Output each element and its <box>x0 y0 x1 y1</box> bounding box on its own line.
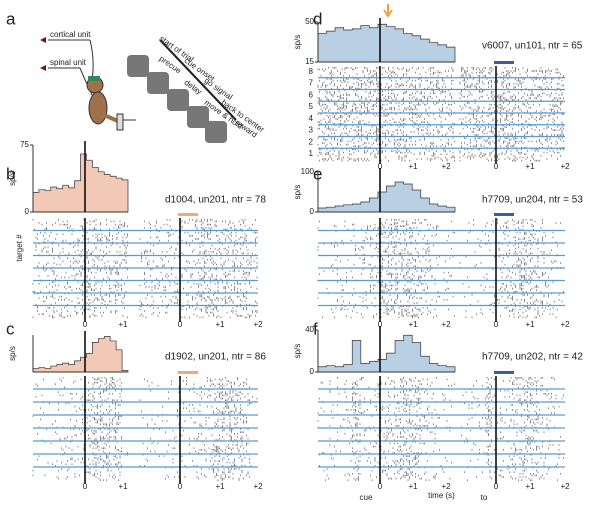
x-tick-label: +2 <box>441 482 451 491</box>
y-tick-label: 0 <box>310 367 315 376</box>
x-tick-label: 0 <box>494 482 499 491</box>
x-tick-label: 0 <box>494 162 499 171</box>
task-screens <box>127 39 237 143</box>
go-marker <box>494 213 514 216</box>
target-number: 4 <box>309 114 314 123</box>
go-marker <box>178 213 198 216</box>
panel-letter: b <box>6 164 15 183</box>
histogram <box>32 153 129 213</box>
x-tick-label: +1 <box>408 320 418 329</box>
x-tick-label: +1 <box>215 482 225 491</box>
y-tick-label: 0 <box>310 207 315 216</box>
histogram <box>32 336 129 373</box>
x-tick-label: +1 <box>118 320 128 329</box>
target-number: 3 <box>309 126 314 135</box>
spike-raster <box>32 219 128 319</box>
x-tick-label: +1 <box>408 482 418 491</box>
target-number: 6 <box>309 90 314 99</box>
unit-info: d1902, un201, ntr = 86 <box>165 352 266 363</box>
event-label: cue <box>360 493 373 502</box>
spike-raster <box>139 377 258 481</box>
histogram <box>317 181 456 213</box>
x-tick-label: +1 <box>525 482 535 491</box>
histogram <box>317 334 456 373</box>
y-tick-label: 15 <box>305 57 314 66</box>
y-label: target # <box>15 234 24 262</box>
x-tick-label: 0 <box>378 162 383 171</box>
y-tick-label: 40 <box>305 325 314 334</box>
target-number: 5 <box>309 102 314 111</box>
panel-letter: c <box>6 319 15 338</box>
panel-letter: d <box>313 9 322 28</box>
x-tick-label: +2 <box>560 162 570 171</box>
go-marker <box>178 371 198 374</box>
spike-raster <box>459 377 564 481</box>
x-tick-label: 0 <box>178 320 183 329</box>
spike-raster <box>317 67 455 162</box>
x-tick-label: +1 <box>118 482 128 491</box>
y-tick-label: 100 <box>301 167 315 176</box>
x-label: time (s) <box>428 491 455 500</box>
histogram <box>317 23 456 63</box>
y-label: sp/s <box>293 35 302 50</box>
panel-letter: a <box>6 9 16 28</box>
target-number: 8 <box>309 67 314 76</box>
go-marker <box>494 61 514 64</box>
y-label: sp/s <box>8 346 17 361</box>
y-label: sp/s <box>293 344 302 359</box>
x-tick-label: 0 <box>494 320 499 329</box>
x-tick-label: +2 <box>253 482 263 491</box>
panel-letter: f <box>313 319 318 338</box>
x-tick-label: 0 <box>378 482 383 491</box>
unit-info: h7709, un204, ntr = 53 <box>482 195 583 206</box>
x-tick-label: 0 <box>178 482 183 491</box>
x-tick-label: +2 <box>441 320 451 329</box>
spike-raster <box>317 377 455 481</box>
x-tick-label: +1 <box>525 162 535 171</box>
y-label: sp/s <box>8 171 17 186</box>
spike-raster <box>317 219 455 319</box>
y-tick-label: 50 <box>305 17 314 26</box>
cue-arrow <box>383 4 393 18</box>
y-label: sp/s <box>293 185 302 200</box>
x-tick-label: +2 <box>253 320 263 329</box>
unit-info: v6007, un101, ntr = 65 <box>482 41 583 52</box>
target-number: 1 <box>309 149 314 158</box>
spike-raster <box>459 67 564 162</box>
x-tick-label: +2 <box>560 482 570 491</box>
monkey-drawing <box>48 39 136 131</box>
x-tick-label: 0 <box>83 482 88 491</box>
target-number: 7 <box>309 79 314 88</box>
x-tick-label: +2 <box>560 320 570 329</box>
label: cortical unit <box>50 30 91 39</box>
unit-info: d1004, un201, ntr = 78 <box>165 195 266 206</box>
x-tick-label: +1 <box>525 320 535 329</box>
event-label: to <box>481 493 488 502</box>
x-tick-label: 0 <box>83 320 88 329</box>
go-marker <box>494 371 514 374</box>
x-tick-label: +2 <box>441 162 451 171</box>
target-number: 2 <box>309 137 314 146</box>
y-tick-label: 75 <box>20 140 29 149</box>
x-tick-label: 0 <box>378 320 383 329</box>
spike-raster <box>139 219 258 319</box>
unit-info: h7709, un202, ntr = 42 <box>482 352 583 363</box>
label: spinal unit <box>50 58 87 67</box>
y-tick-label: 0 <box>25 207 30 216</box>
spike-raster <box>32 377 128 481</box>
x-tick-label: +1 <box>215 320 225 329</box>
x-tick-label: +1 <box>408 162 418 171</box>
